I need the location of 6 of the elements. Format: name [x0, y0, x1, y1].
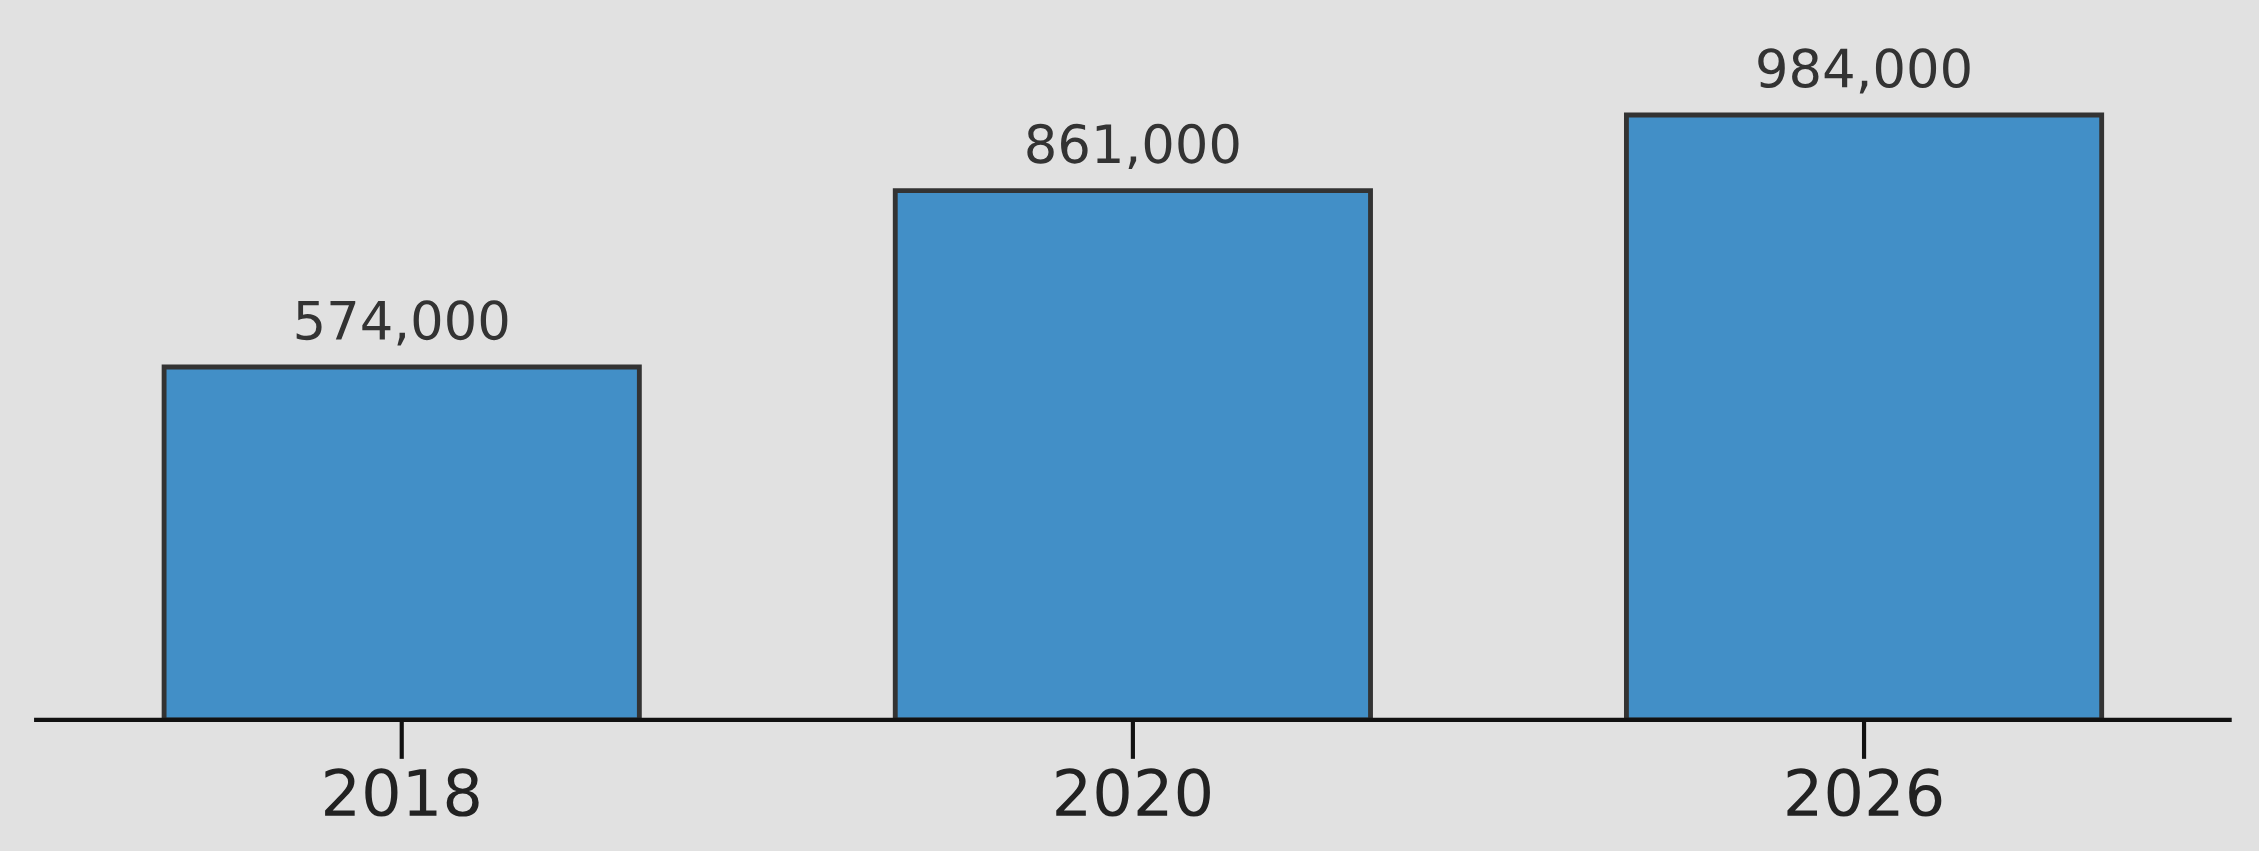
data-label: 984,000 [1758, 48, 1970, 94]
data-label: 861,000 [1027, 123, 1239, 170]
x-tick-label: 2026 [1787, 768, 1942, 817]
x-tick-label: 2018 [325, 768, 479, 817]
data-label: 574,000 [296, 300, 508, 346]
x-tick-label: 2020 [1056, 768, 1210, 817]
